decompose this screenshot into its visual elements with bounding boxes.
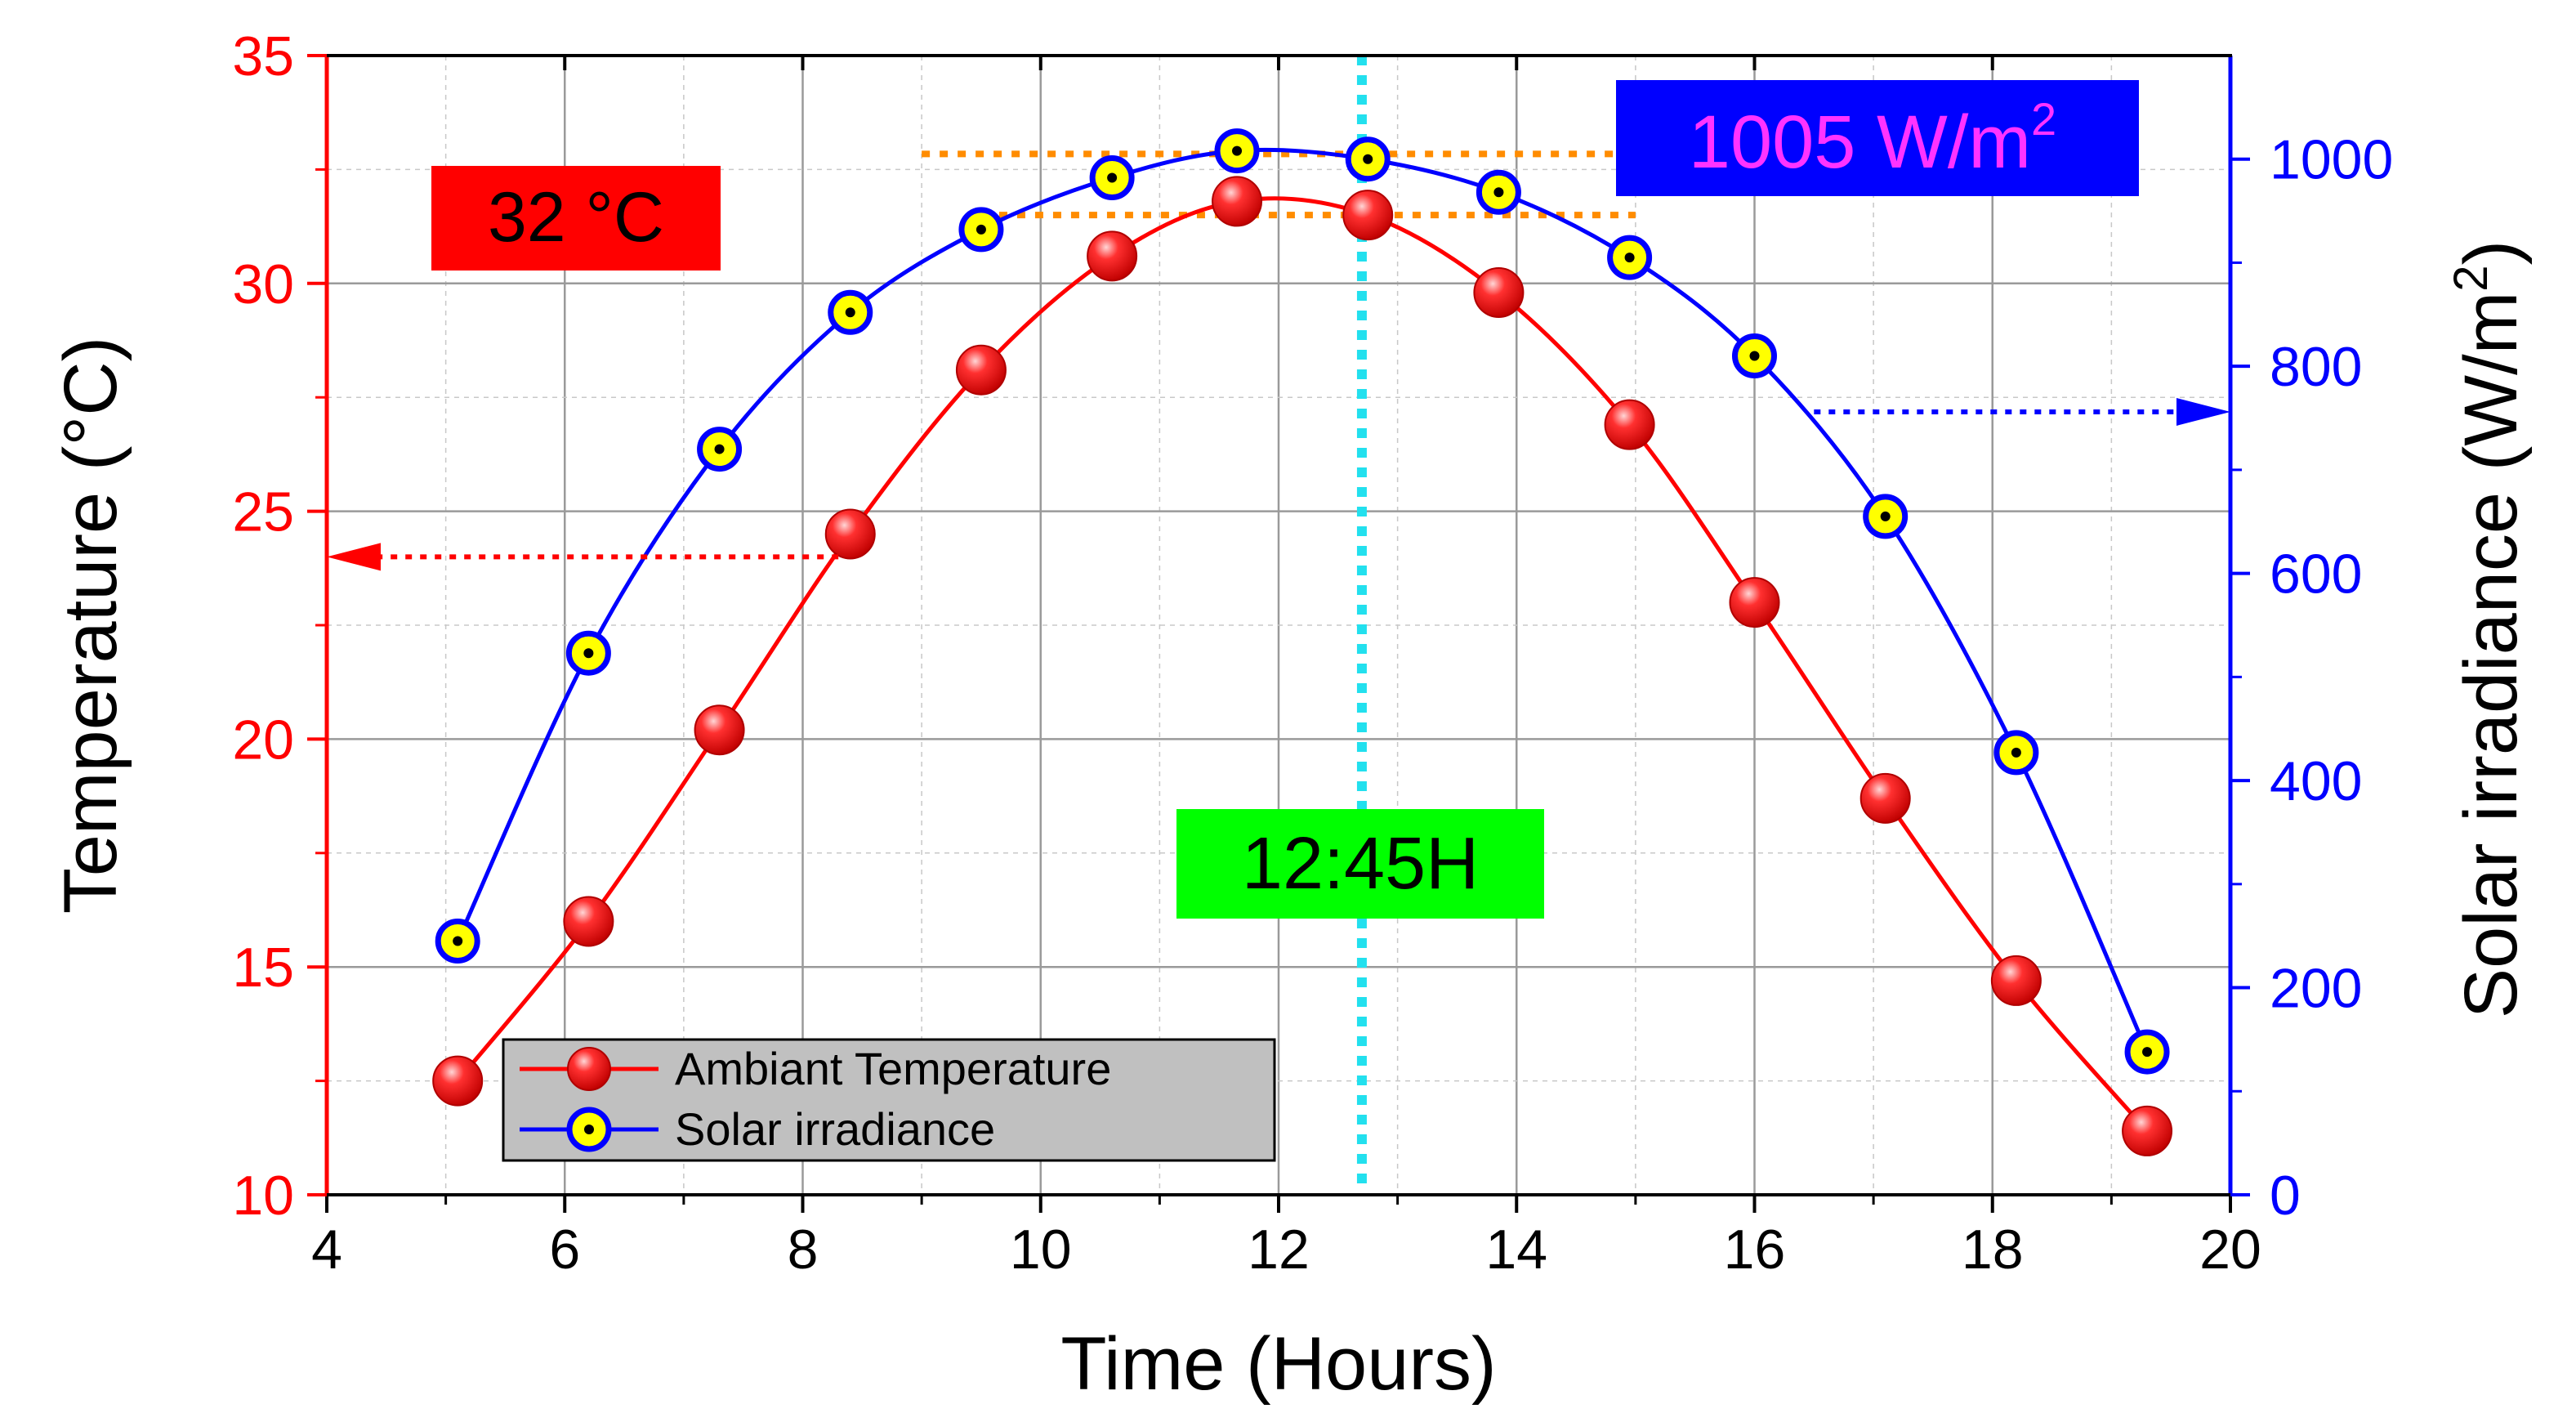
irr-peak-label-main: 1005 W/m: [1689, 101, 2031, 184]
noon-callout: 12:45H: [1176, 809, 1544, 919]
irr-peak-box: [1616, 80, 2139, 196]
irradiance-point-dot: [1232, 145, 1243, 156]
y2-tick-label: 200: [2270, 958, 2362, 1020]
legend-label-irradiance: Solar irradiance: [675, 1103, 995, 1155]
y2-tick-label: 600: [2270, 543, 2362, 606]
temperature-point: [955, 344, 1007, 396]
temp-peak-box: [431, 166, 721, 271]
legend-box: [502, 1038, 1276, 1162]
legend-label-temperature: Ambiant Temperature: [675, 1043, 1111, 1094]
legend-marker-temperature: [567, 1047, 611, 1091]
x-tick-label: 20: [2199, 1219, 2261, 1281]
x-tick-label: 8: [788, 1219, 819, 1281]
temperature-point: [1212, 176, 1263, 227]
legend-entry-irradiance: Solar irradiance: [520, 1103, 995, 1155]
left-arrow-head: [327, 543, 381, 571]
temperature-point: [1990, 955, 2042, 1006]
temperature-point: [563, 896, 614, 947]
noon-box: [1176, 809, 1544, 919]
x-tick-label: 16: [1724, 1219, 1786, 1281]
noon-label: 12:45H: [1242, 823, 1479, 905]
arrows-layer: [327, 397, 2230, 571]
legend: Ambiant Temperature Solar irradiance: [502, 1038, 1276, 1162]
right-arrow-head: [2176, 397, 2230, 426]
temperature-point: [432, 1055, 484, 1107]
legend-entry-temperature: Ambiant Temperature: [520, 1043, 1111, 1094]
irradiance-point-dot: [1493, 187, 1504, 198]
x-tick-label: 10: [1010, 1219, 1072, 1281]
temperature-point: [1342, 190, 1394, 241]
peak-lines-layer: [922, 150, 1636, 219]
temperature-point: [1604, 399, 1655, 450]
temperature-point: [1729, 577, 1780, 628]
irr-peak-label-sup: 2: [2031, 93, 2056, 145]
y2-axis-title-close: ): [2449, 240, 2533, 266]
y-tick-label: 35: [232, 25, 294, 87]
temp-peak-label: 32 °C: [488, 178, 664, 257]
y2-axis-title: Solar irradiance (W/m2): [2444, 240, 2533, 1018]
y2-tick-label: 400: [2270, 750, 2362, 812]
ticks-layer: 4 6 8 10 12 14 16 18 20 10 15 20 25 30 35 0 200 400 600 800…: [232, 25, 2393, 1281]
temperature-point: [1859, 772, 1911, 824]
irradiance-point-dot: [714, 444, 725, 454]
x-tick-label: 14: [1485, 1219, 1547, 1281]
irradiance-point-dot: [453, 936, 463, 946]
irradiance-point-dot: [2142, 1047, 2153, 1058]
y-tick-label: 30: [232, 253, 294, 315]
x-tick-label: 4: [311, 1219, 342, 1281]
series-line-temperature: [456, 196, 2149, 1133]
y2-tick-label: 0: [2270, 1165, 2301, 1227]
irradiance-point-dot: [2011, 747, 2021, 758]
irr-peak-label: 1005 W/m2: [1689, 93, 2056, 184]
y-tick-label: 15: [232, 937, 294, 999]
y-axis-title: Temperature (°C): [49, 337, 132, 914]
x-tick-label: 12: [1248, 1219, 1310, 1281]
irradiance-point-dot: [845, 307, 855, 318]
irradiance-point-dot: [1107, 172, 1118, 183]
y2-axis-title-main: Solar irradiance (W/m: [2449, 292, 2533, 1019]
temperature-point: [824, 508, 876, 560]
irradiance-point-dot: [1363, 154, 1373, 164]
irradiance-point-dot: [975, 224, 986, 235]
y-tick-label: 20: [232, 709, 294, 771]
temperature-point: [1473, 266, 1525, 318]
irr-peak-callout: 1005 W/m2: [1616, 80, 2139, 196]
x-tick-label: 18: [1962, 1219, 2024, 1281]
x-tick-label: 6: [549, 1219, 580, 1281]
temperature-point: [2122, 1105, 2173, 1156]
temperature-point: [1087, 230, 1138, 282]
series-line-irradiance: [455, 147, 2150, 1053]
irradiance-point-dot: [583, 648, 594, 659]
legend-marker-irradiance-dot: [584, 1125, 594, 1134]
y2-tick-label: 1000: [2270, 129, 2393, 191]
y-tick-label: 25: [232, 481, 294, 543]
x-axis-title: Time (Hours): [1060, 1322, 1496, 1406]
irradiance-point-dot: [1624, 253, 1635, 263]
temperature-point: [694, 704, 745, 756]
y2-axis-title-sup: 2: [2444, 265, 2498, 291]
irradiance-point-dot: [1749, 351, 1760, 361]
series-layer: [432, 128, 2173, 1156]
temp-peak-callout: 32 °C: [431, 166, 721, 271]
irradiance-point-dot: [1880, 511, 1891, 521]
y2-tick-label: 800: [2270, 336, 2362, 398]
y-tick-label: 10: [232, 1165, 294, 1227]
